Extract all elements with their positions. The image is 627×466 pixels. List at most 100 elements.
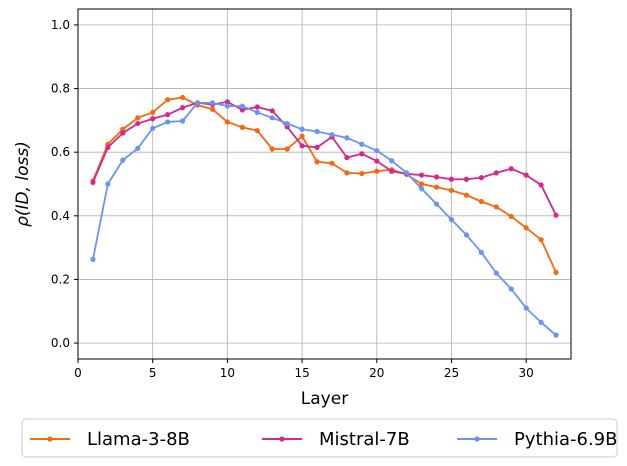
x-tick-label: 0	[74, 366, 82, 380]
data-point	[239, 103, 245, 109]
data-point	[493, 170, 499, 176]
y-tick-label: 0.8	[51, 82, 70, 96]
data-point	[314, 159, 320, 165]
data-point	[120, 130, 126, 136]
data-point	[135, 115, 141, 121]
data-point	[463, 176, 470, 182]
data-point	[389, 168, 395, 174]
data-point	[359, 170, 365, 177]
legend-entry: Mistral-7B	[262, 429, 410, 450]
y-tick-label: 0.0	[51, 336, 70, 350]
data-point	[523, 172, 529, 178]
data-point	[493, 204, 499, 210]
data-point	[419, 186, 425, 192]
data-point	[374, 147, 380, 154]
data-point	[433, 184, 440, 190]
data-point	[194, 100, 201, 106]
data-point	[389, 158, 395, 164]
data-point	[448, 217, 455, 223]
series-mistral-7b	[90, 99, 559, 218]
data-point	[419, 181, 425, 187]
data-point	[299, 126, 305, 132]
data-point	[165, 112, 171, 118]
series-line	[92, 101, 557, 336]
data-point	[284, 120, 290, 127]
data-point	[478, 198, 484, 205]
series-llama-3-8b	[90, 94, 559, 276]
data-point	[224, 119, 230, 125]
data-point	[463, 192, 470, 198]
data-point	[179, 118, 186, 124]
legend-marker	[474, 436, 480, 442]
legend-marker	[47, 436, 53, 442]
data-point	[478, 249, 484, 256]
data-point	[374, 168, 380, 174]
data-point	[538, 319, 544, 326]
y-tick-label: 1.0	[51, 18, 70, 32]
grid	[77, 9, 571, 359]
data-point	[165, 119, 171, 125]
data-point	[344, 154, 350, 161]
data-point	[239, 124, 245, 130]
x-tick-label: 20	[369, 366, 384, 380]
data-point	[508, 213, 514, 220]
data-point	[165, 97, 171, 103]
data-point	[404, 170, 410, 176]
plot-area-frame	[77, 8, 572, 360]
data-point	[463, 232, 470, 238]
data-point	[105, 181, 111, 187]
data-point	[419, 172, 425, 178]
data-point	[553, 332, 559, 338]
data-point	[553, 269, 559, 276]
x-tick-label: 10	[220, 366, 235, 380]
data-point	[209, 106, 216, 112]
x-tick-label: 5	[149, 366, 157, 380]
data-point	[150, 125, 156, 131]
data-point	[538, 237, 544, 243]
data-point	[135, 120, 141, 127]
legend-frame	[21, 418, 618, 458]
legend-label: Mistral-7B	[319, 429, 410, 450]
data-point	[538, 182, 544, 188]
data-point	[269, 115, 275, 121]
data-point	[329, 160, 335, 166]
data-point	[135, 145, 141, 151]
legend-label: Llama-3-8B	[87, 429, 190, 450]
data-point	[329, 132, 335, 138]
data-point	[314, 144, 320, 151]
data-point	[254, 109, 260, 116]
series-pythia-6-9b	[90, 100, 559, 338]
y-axis-title: ρ(ID, loss)	[13, 141, 33, 227]
data-point	[344, 170, 350, 176]
data-point	[448, 176, 455, 182]
legend-marker	[279, 436, 285, 442]
data-point	[224, 99, 230, 105]
data-point	[179, 94, 186, 101]
data-point	[90, 179, 96, 186]
data-point	[179, 105, 186, 111]
legend-entry: Llama-3-8B	[30, 429, 190, 450]
data-point	[284, 146, 290, 152]
data-point	[90, 256, 96, 263]
data-point	[493, 270, 499, 276]
y-tick-label: 0.2	[51, 272, 70, 286]
data-point	[150, 116, 156, 122]
data-point	[209, 100, 216, 106]
data-point	[553, 212, 559, 218]
data-point	[523, 225, 529, 231]
data-point	[269, 108, 275, 114]
data-point	[224, 103, 230, 109]
data-point	[359, 151, 365, 157]
data-point	[299, 143, 305, 149]
series-lines	[90, 94, 559, 338]
data-point	[508, 286, 514, 292]
x-tick-label: 25	[444, 366, 459, 380]
y-tick-label: 0.6	[51, 145, 70, 159]
data-point	[254, 127, 260, 134]
data-point	[433, 174, 440, 180]
legend-label: Pythia-6.9B	[514, 429, 617, 450]
data-point	[523, 305, 529, 311]
data-point	[374, 158, 380, 164]
data-point	[508, 166, 514, 172]
